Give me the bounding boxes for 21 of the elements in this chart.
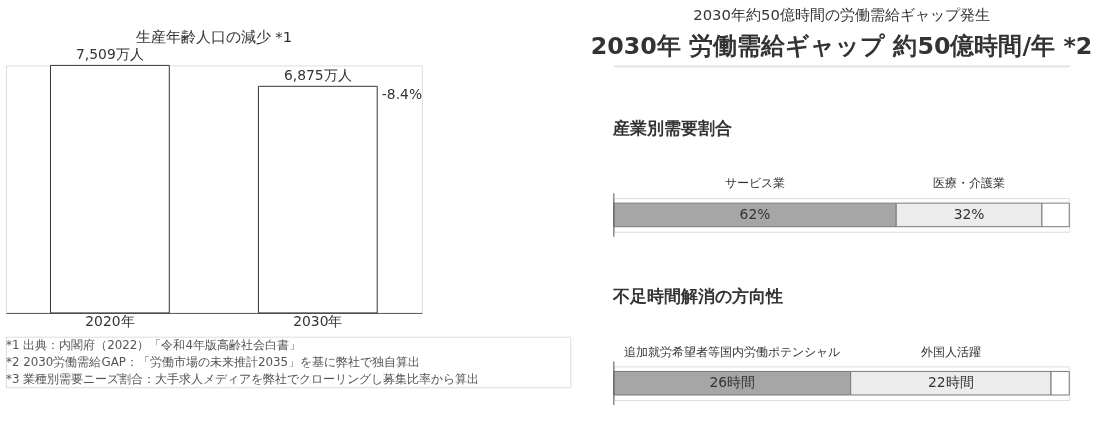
annotation: -8.4% bbox=[381, 86, 423, 103]
text: *1 出典：内閣府（2022）「令和4年版高齢社会白書」 bbox=[5, 338, 301, 353]
series-label: 追加就労希望者等国内労働ポテンシャル bbox=[624, 344, 841, 359]
series-label: 外国人活躍 bbox=[920, 344, 981, 359]
series-label: サービス業 bbox=[725, 176, 786, 191]
data-label: 32% bbox=[953, 205, 985, 222]
text: *2 2030労働需給GAP：「労働市場の未来推計2035」を基に弊社で独自算出 bbox=[5, 354, 421, 369]
data-label: 7,509万人 bbox=[76, 46, 144, 63]
x-tick-label: 2030年 bbox=[293, 313, 343, 330]
data-label: 62% bbox=[739, 205, 771, 222]
data-label: 26時間 bbox=[709, 374, 756, 391]
data-label: 22時間 bbox=[928, 374, 974, 391]
text: 2030年 労働需給ギャップ 約50億時間/年 *2 bbox=[590, 31, 1093, 60]
chart-title: 不足時間解消の方向性 bbox=[612, 286, 784, 307]
text: *3 業種別需要ニーズ割合：大手求人メディアを弊社でクローリングし募集比率から算出 bbox=[5, 371, 480, 386]
text: 2030年約50億時間の労働需給ギャップ発生 bbox=[693, 6, 990, 25]
series-label: 医療・介護業 bbox=[933, 176, 1006, 191]
data-label: 6,875万人 bbox=[283, 67, 352, 84]
chart-title: 生産年齢人口の減少 *1 bbox=[135, 27, 293, 46]
x-tick-label: 2020年 bbox=[85, 313, 135, 330]
chart-title: 産業別需要割合 bbox=[612, 117, 733, 138]
